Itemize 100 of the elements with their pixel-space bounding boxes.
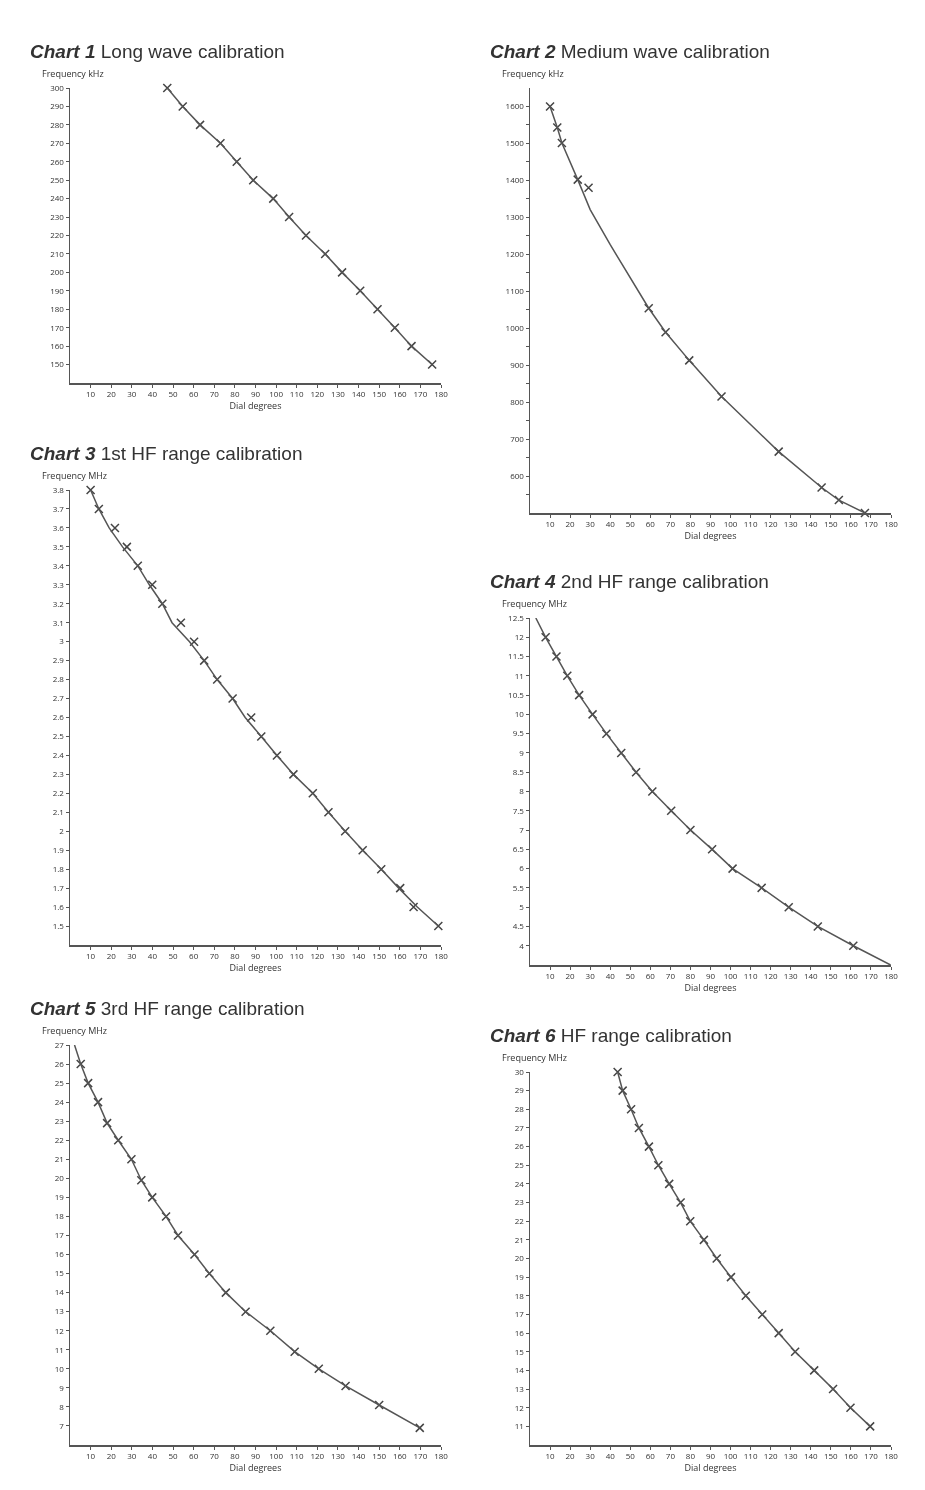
- x-tick-label: 60: [645, 970, 656, 982]
- point: [557, 138, 567, 148]
- x-tick-label: 70: [665, 1450, 676, 1462]
- point: [289, 1346, 300, 1357]
- y-tick-label: 15: [54, 1267, 65, 1279]
- x-tick-label: 140: [803, 1450, 819, 1462]
- x-tick-label: 90: [250, 1450, 261, 1462]
- x-tick-label: 60: [645, 518, 656, 530]
- chart-title: Chart 3 1st HF range calibration: [30, 442, 304, 466]
- point: [741, 1291, 751, 1301]
- x-tick-label: 110: [743, 970, 758, 982]
- y-tick-label: 7: [59, 1419, 65, 1431]
- x-tick-label: 100: [269, 950, 284, 962]
- point: [634, 1123, 644, 1133]
- x-tick-label: 50: [168, 388, 179, 400]
- x-tick-label: 120: [763, 1450, 778, 1462]
- x-tick-label: 40: [147, 388, 158, 400]
- y-axis-title: Frequency kHz: [42, 67, 104, 80]
- x-tick-label: 40: [147, 1450, 158, 1462]
- x-tick-label: 90: [705, 970, 716, 982]
- x-tick-label: 80: [685, 518, 696, 530]
- x-tick-label: 10: [86, 950, 96, 962]
- y-tick-label: 3.7: [52, 502, 65, 514]
- y-tick-label: 12: [54, 1324, 65, 1336]
- y-tick-label: 10.5: [508, 688, 525, 700]
- point: [587, 709, 598, 720]
- line-series: [166, 88, 433, 366]
- y-tick-label: 220: [50, 229, 65, 241]
- y-tick-label: 4: [519, 939, 525, 951]
- y-tick-label: 4.5: [512, 920, 525, 932]
- point: [572, 174, 583, 185]
- point: [660, 327, 671, 338]
- y-tick-label: 25: [514, 1159, 525, 1171]
- point: [215, 138, 226, 149]
- point: [699, 1235, 709, 1245]
- x-tick-label: 30: [585, 1450, 596, 1462]
- y-tick-label: 2.3: [52, 768, 65, 780]
- point: [189, 1249, 200, 1260]
- point: [783, 902, 794, 912]
- y-tick-label: 190: [50, 284, 65, 296]
- y-tick-label: 29: [514, 1084, 525, 1096]
- line-series: [73, 1045, 421, 1429]
- y-tick-label: 3.8: [52, 483, 65, 495]
- x-tick-label: 170: [413, 1450, 428, 1462]
- y-tick-label: 1.7: [52, 881, 65, 893]
- y-tick-label: 12: [514, 1401, 525, 1413]
- x-tick-label: 90: [705, 518, 716, 530]
- point: [246, 712, 256, 723]
- x-tick-label: 120: [310, 1450, 325, 1462]
- x-axis-title: Dial degrees: [684, 529, 737, 543]
- x-tick-label: 30: [127, 950, 137, 962]
- x-tick-label: 140: [803, 970, 819, 982]
- x-tick-label: 110: [743, 1450, 758, 1462]
- y-tick-label: 11.5: [508, 650, 525, 662]
- point: [110, 523, 120, 533]
- y-tick-label: 11: [54, 1343, 64, 1355]
- y-tick-label: 3.4: [52, 559, 65, 571]
- point: [113, 1135, 123, 1145]
- point: [374, 1400, 384, 1410]
- point: [675, 1197, 686, 1208]
- point: [161, 1211, 171, 1222]
- point: [664, 1179, 674, 1189]
- x-axis-title: Dial degrees: [229, 1461, 282, 1475]
- x-tick-label: 90: [705, 1450, 716, 1462]
- y-tick-label: 600: [510, 469, 525, 481]
- point: [93, 1097, 103, 1107]
- y-tick-label: 20: [514, 1252, 525, 1264]
- point: [162, 83, 173, 93]
- point: [136, 1175, 147, 1185]
- x-tick-label: 130: [783, 518, 798, 530]
- y-tick-label: 14: [54, 1286, 65, 1298]
- x-tick-label: 170: [413, 950, 428, 962]
- x-tick-label: 40: [147, 950, 158, 962]
- y-tick-label: 7: [519, 823, 525, 835]
- y-tick-label: 260: [50, 155, 65, 167]
- y-tick-label: 2: [59, 825, 65, 837]
- y-tick-label: 9: [519, 746, 525, 758]
- x-tick-label: 130: [783, 1450, 798, 1462]
- y-tick-label: 25: [54, 1076, 65, 1088]
- point: [756, 883, 767, 893]
- x-tick-label: 70: [209, 1450, 220, 1462]
- point: [813, 921, 823, 932]
- x-tick-label: 50: [625, 970, 636, 982]
- x-tick-label: 150: [823, 970, 839, 982]
- y-tick-label: 2.1: [52, 806, 64, 818]
- point: [685, 1216, 695, 1226]
- y-tick-label: 10: [514, 708, 525, 720]
- point: [540, 632, 551, 643]
- y-tick-label: 3.5: [52, 540, 65, 552]
- y-tick-label: 13: [54, 1305, 65, 1317]
- y-tick-label: 2.4: [52, 749, 65, 761]
- y-tick-label: 11: [514, 1420, 524, 1432]
- point: [644, 1141, 654, 1152]
- x-tick-label: 70: [209, 950, 220, 962]
- y-tick-label: 17: [54, 1229, 65, 1241]
- point: [85, 485, 96, 495]
- point: [626, 1104, 636, 1115]
- x-tick-label: 160: [392, 388, 408, 400]
- y-tick-label: 1400: [505, 174, 525, 186]
- y-tick-label: 2.8: [52, 673, 65, 685]
